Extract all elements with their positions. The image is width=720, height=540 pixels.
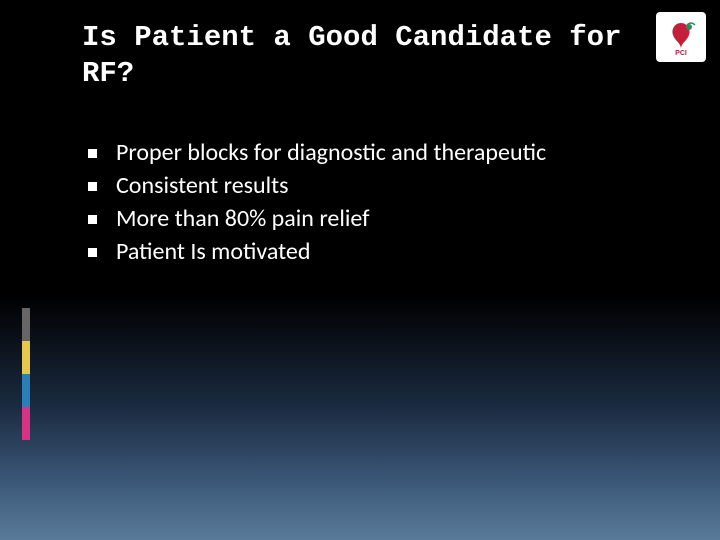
accent-bar-3	[22, 374, 30, 407]
bullet-item: Patient Is motivated	[88, 237, 648, 266]
bullet-item: More than 80% pain relief	[88, 204, 648, 233]
bullet-item: Consistent results	[88, 171, 648, 200]
bullet-item: Proper blocks for diagnostic and therape…	[88, 138, 648, 167]
accent-bar-4	[22, 407, 30, 440]
logo-icon: PCI	[661, 17, 701, 57]
bullet-list: Proper blocks for diagnostic and therape…	[88, 138, 648, 270]
accent-bar-1	[22, 308, 30, 341]
accent-bar-2	[22, 341, 30, 374]
slide: PCI Is Patient a Good Candidate for RF? …	[0, 0, 720, 540]
slide-title: Is Patient a Good Candidate for RF?	[82, 20, 642, 93]
accent-bar-stack	[22, 308, 30, 440]
logo-pci: PCI	[656, 12, 706, 62]
logo-text: PCI	[675, 50, 687, 57]
